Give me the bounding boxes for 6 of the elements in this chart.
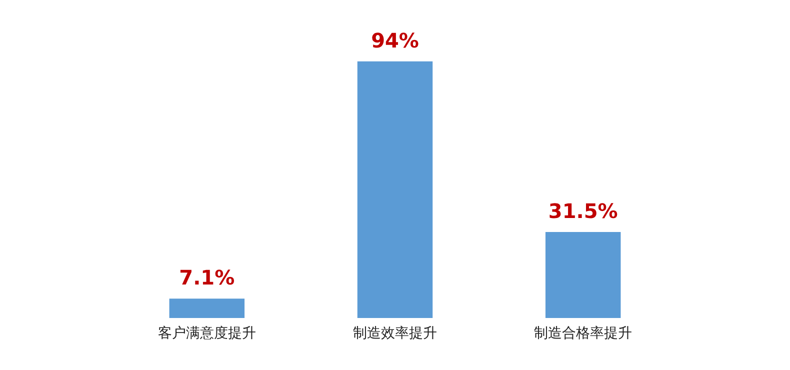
x-tick-label: 制造合格率提升 xyxy=(534,326,632,342)
x-tick-label: 制造效率提升 xyxy=(353,326,437,342)
data-label: 94% xyxy=(371,28,419,52)
x-tick-label: 客户满意度提升 xyxy=(158,326,256,342)
data-label: 31.5% xyxy=(548,198,618,223)
data-label: 7.1% xyxy=(179,266,235,290)
